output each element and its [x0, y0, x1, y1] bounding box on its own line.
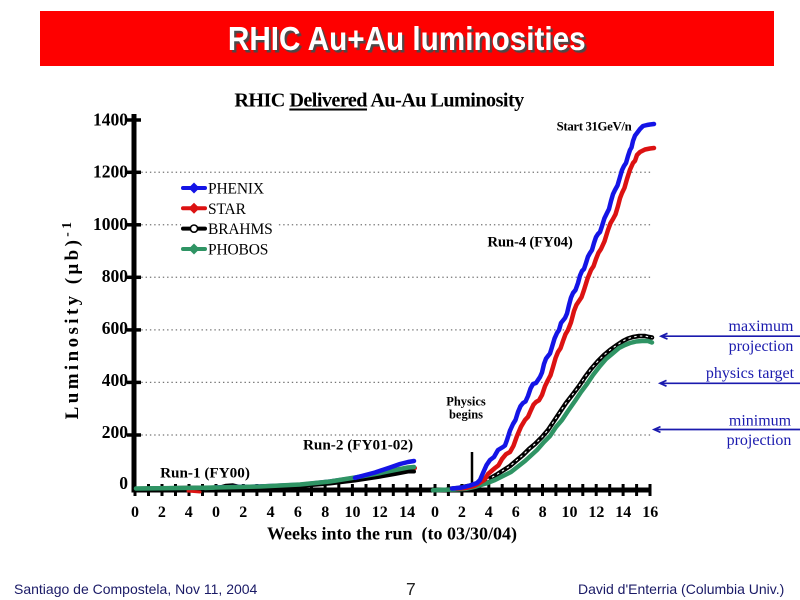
svg-text:2: 2 — [239, 504, 247, 521]
svg-text:14: 14 — [399, 504, 415, 521]
svg-text:Weeks into the run (to 03/30/: Weeks into the run (to 03/30/04) — [267, 524, 517, 545]
svg-text:STAR: STAR — [208, 201, 247, 218]
svg-text:physics target: physics target — [706, 365, 795, 382]
svg-text:800: 800 — [102, 266, 129, 286]
svg-text:Run-1 (FY00): Run-1 (FY00) — [160, 465, 250, 482]
svg-text:Start 31GeV/n: Start 31GeV/n — [557, 120, 632, 134]
svg-text:200: 200 — [102, 422, 129, 442]
svg-text:6: 6 — [512, 504, 520, 521]
svg-text:2: 2 — [458, 504, 466, 521]
svg-text:10: 10 — [562, 504, 578, 521]
svg-text:600: 600 — [102, 318, 129, 338]
svg-text:8: 8 — [539, 504, 547, 521]
svg-text:12: 12 — [372, 504, 388, 521]
svg-text:projection: projection — [729, 338, 794, 355]
svg-text:1400: 1400 — [93, 110, 128, 130]
svg-text:0: 0 — [131, 504, 139, 521]
svg-text:4: 4 — [485, 504, 493, 521]
svg-text:4: 4 — [185, 504, 193, 521]
svg-text:Run-2 (FY01-02): Run-2 (FY01-02) — [303, 437, 413, 454]
svg-text:PHOBOS: PHOBOS — [208, 242, 268, 259]
svg-text:14: 14 — [615, 504, 631, 521]
svg-text:BRAHMS: BRAHMS — [208, 221, 273, 238]
svg-text:1000: 1000 — [93, 214, 128, 234]
svg-text:0: 0 — [212, 504, 220, 521]
svg-text:10: 10 — [345, 504, 361, 521]
svg-text:Luminosity (μb)-1: Luminosity (μb)-1 — [59, 219, 84, 420]
svg-text:16: 16 — [642, 504, 658, 521]
svg-text:begins: begins — [449, 408, 483, 422]
svg-text:12: 12 — [588, 504, 604, 521]
svg-text:1200: 1200 — [93, 162, 128, 182]
svg-text:0: 0 — [431, 504, 439, 521]
svg-text:PHENIX: PHENIX — [208, 181, 264, 198]
svg-text:Physics: Physics — [446, 395, 486, 409]
svg-text:projection: projection — [727, 432, 792, 449]
svg-text:4: 4 — [267, 504, 275, 521]
svg-text:400: 400 — [102, 370, 129, 390]
svg-text:8: 8 — [321, 504, 329, 521]
svg-text:6: 6 — [294, 504, 302, 521]
svg-text:2: 2 — [158, 504, 166, 521]
svg-text:0: 0 — [119, 473, 128, 493]
svg-text:maximum: maximum — [729, 318, 794, 335]
svg-text:RHIC Delivered Au-Au Luminosit: RHIC Delivered Au-Au Luminosity — [234, 90, 524, 112]
svg-text:minimum: minimum — [729, 413, 792, 430]
svg-text:Run-4 (FY04): Run-4 (FY04) — [487, 235, 572, 251]
